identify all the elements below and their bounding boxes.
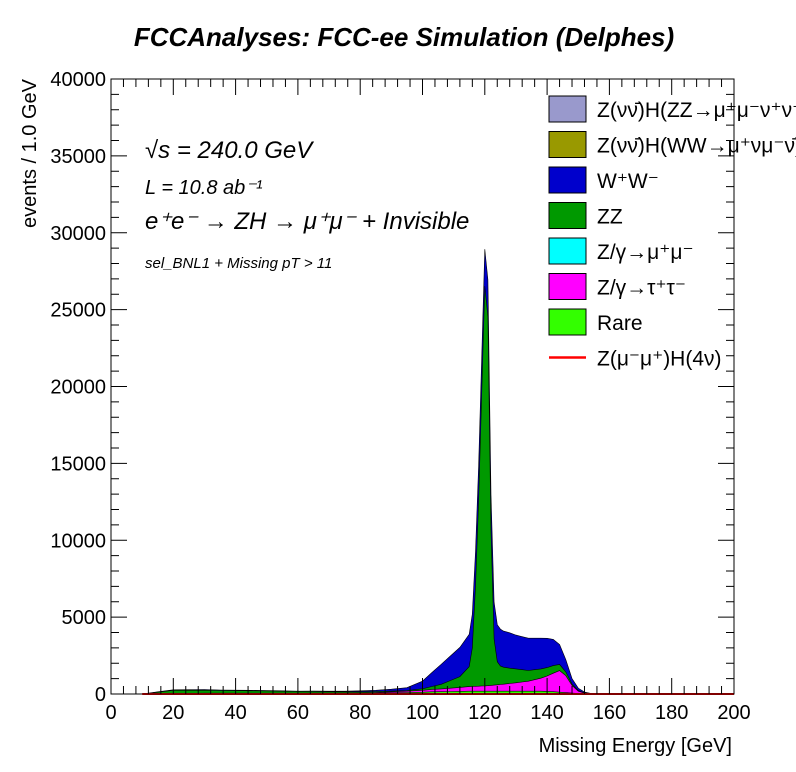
x-tick-label: 100 <box>406 702 439 724</box>
chart-title: FCCAnalyses: FCC-ee Simulation (Delphes) <box>134 22 674 52</box>
legend-swatch-z <box>548 237 587 265</box>
annotation-luminosity: L = 10.8 ab⁻¹ <box>145 177 263 199</box>
annotation-process: e⁺e⁻ → ZH → μ⁺μ⁻ + Invisible <box>145 208 469 235</box>
annotation-sqrt-s: √s = 240.0 GeV <box>145 137 314 164</box>
legend-label: ZZ <box>597 206 623 229</box>
legend: Z(νν̄)H(ZZ→μ⁺μ⁻ν⁺ν⁻) Z(νν̄)H(WW→μ⁺νμ⁻ν̄) W… <box>548 95 796 371</box>
y-axis-label: events / 1.0 GeV <box>19 78 41 228</box>
y-tick-label: 40000 <box>50 69 106 91</box>
legend-swatch-w-w <box>548 166 587 194</box>
y-tick-label: 5000 <box>62 607 107 629</box>
x-tick-label: 20 <box>162 702 184 724</box>
legend-label: Z(νν̄)H(WW→μ⁺νμ⁻ν̄) <box>597 135 796 158</box>
x-tick-label: 160 <box>593 702 626 724</box>
stacked-histogram-area <box>142 249 734 695</box>
x-tick-label: 120 <box>468 702 501 724</box>
x-tick-label: 80 <box>349 702 371 724</box>
x-tick-label: 140 <box>530 702 563 724</box>
legend-swatch-z-h-zz <box>548 95 587 123</box>
area-zz-3 <box>142 286 734 695</box>
x-axis: 0 20 40 60 80 100 120 140 160 180 200 <box>105 79 751 724</box>
y-tick-label: 20000 <box>50 377 106 399</box>
legend-label: Rare <box>597 312 643 335</box>
x-tick-label: 200 <box>717 702 750 724</box>
legend-label: Z(μ⁻μ⁺)H(4ν) <box>597 348 722 371</box>
y-tick-label: 0 <box>95 684 106 706</box>
legend-swatch-z <box>548 273 587 300</box>
y-tick-label: 15000 <box>50 453 106 475</box>
legend-label: Z/γ→μ⁺μ⁻ <box>597 241 694 264</box>
annotation-selection: sel_BNL1 + Missing pT > 11 <box>145 255 332 272</box>
legend-label: Z(νν̄)H(ZZ→μ⁺μ⁻ν⁺ν⁻) <box>597 99 796 122</box>
legend-label: W⁺W⁻ <box>597 170 659 193</box>
x-tick-label: 180 <box>655 702 688 724</box>
legend-label: Z/γ→τ⁺τ⁻ <box>597 277 686 300</box>
y-tick-label: 30000 <box>50 223 106 245</box>
legend-swatch-zz <box>548 202 587 229</box>
legend-swatch-rare <box>548 308 587 336</box>
legend-swatch-z-h-ww <box>548 131 587 158</box>
x-tick-label: 0 <box>105 702 116 724</box>
y-axis: 0 5000 10000 15000 20000 25000 30000 35000 40000 <box>50 69 734 706</box>
x-axis-label: Missing Energy [GeV] <box>539 735 732 757</box>
y-tick-label: 25000 <box>50 300 106 322</box>
y-tick-label: 10000 <box>50 530 106 552</box>
area-w-w-2 <box>142 249 734 695</box>
y-tick-label: 35000 <box>50 146 106 168</box>
x-tick-label: 60 <box>287 702 309 724</box>
x-tick-label: 40 <box>224 702 246 724</box>
